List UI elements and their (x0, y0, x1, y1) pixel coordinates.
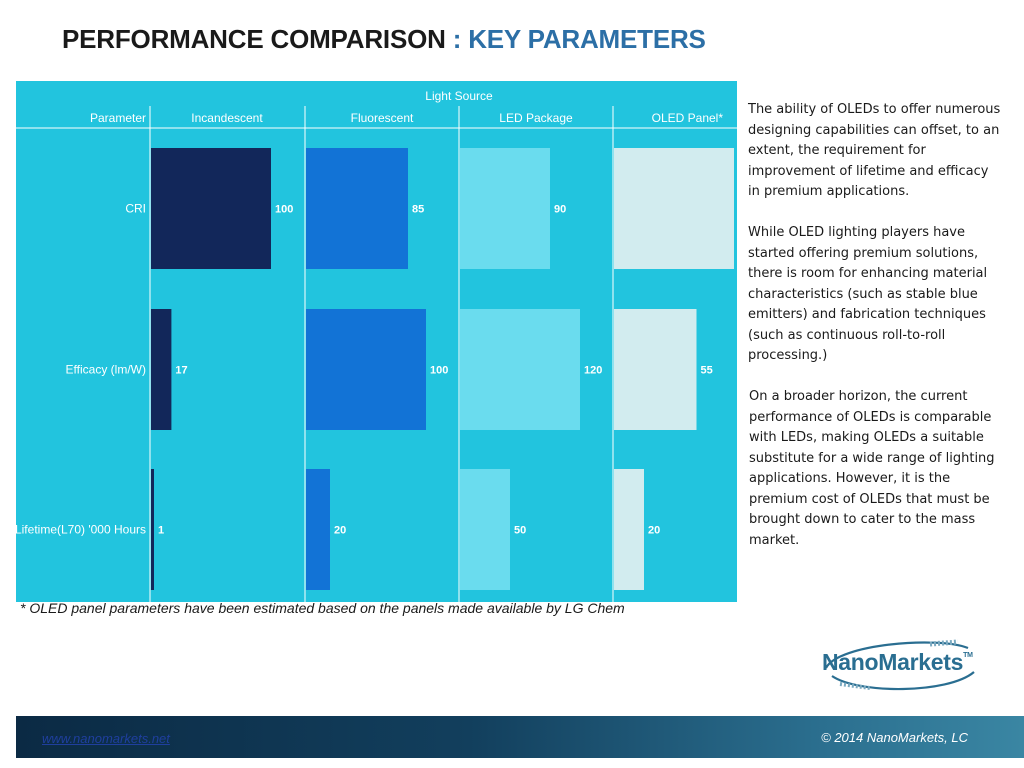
slide-title-main: PERFORMANCE COMPARISON (62, 24, 446, 54)
bar-value-label: 100 (430, 365, 448, 377)
chart-bar (151, 309, 172, 430)
chart-bar (614, 469, 644, 590)
slide-title: PERFORMANCE COMPARISON : KEY PARAMETERS (62, 24, 706, 55)
bar-value-label: 55 (701, 365, 713, 377)
copyright-text: © 2014 NanoMarkets, LC (821, 730, 968, 745)
parameter-label: Efficacy (lm/W) (66, 363, 146, 377)
chart-bar (460, 309, 580, 430)
website-link[interactable]: www.nanomarkets.net (42, 731, 170, 746)
nanomarkets-logo: NanoMarketsTM (818, 636, 983, 694)
comparison-chart-svg: Light Source Parameter Incandescent Fluores… (16, 89, 737, 602)
chart-bar (614, 148, 734, 269)
commentary-text: The ability of OLEDs to offer numerous d… (748, 100, 1004, 572)
series-header-label: Incandescent (191, 111, 263, 125)
bar-value-label: 120 (584, 365, 602, 377)
chart-bar (614, 309, 697, 430)
series-header-label: LED Package (499, 111, 573, 125)
chart-bar (306, 309, 426, 430)
bar-value-label: 85 (412, 204, 424, 216)
bar-value-label: 50 (514, 525, 526, 537)
bar-value-label: 1 (158, 525, 164, 537)
series-header-label: Fluorescent (351, 111, 414, 125)
bar-value-label: 90 (554, 204, 566, 216)
chart-bar (151, 469, 154, 590)
bar-value-label: 17 (175, 365, 187, 377)
bar-value-label: 100 (275, 204, 293, 216)
row-header-label: Parameter (90, 111, 146, 125)
logo-orbit-icon (825, 639, 975, 691)
logo-text: NanoMarketsTM (822, 649, 973, 675)
chart-bar (306, 148, 408, 269)
footer-bar: www.nanomarkets.net © 2014 NanoMarkets, … (16, 716, 1024, 758)
group-header-label: Light Source (425, 89, 493, 103)
commentary-paragraph: On a broader horizon, the current perfor… (749, 389, 995, 548)
bar-value-label: 20 (648, 525, 660, 537)
comparison-chart: Light Source Parameter Incandescent Fluores… (16, 81, 737, 602)
chart-bar (306, 469, 330, 590)
parameter-label: Lifetime(L70) '000 Hours (16, 523, 146, 537)
parameter-label: CRI (125, 202, 146, 216)
chart-bar (460, 469, 510, 590)
footnote: * OLED panel parameters have been estima… (20, 600, 625, 616)
slide-title-accent: : KEY PARAMETERS (452, 24, 706, 54)
chart-bar (460, 148, 550, 269)
chart-bar (151, 148, 271, 269)
commentary-paragraph: The ability of OLEDs to offer numerous d… (748, 102, 1001, 199)
series-header-label: OLED Panel* (652, 111, 724, 125)
commentary-paragraph: While OLED lighting players have started… (748, 225, 988, 363)
bar-value-label: 20 (334, 525, 346, 537)
